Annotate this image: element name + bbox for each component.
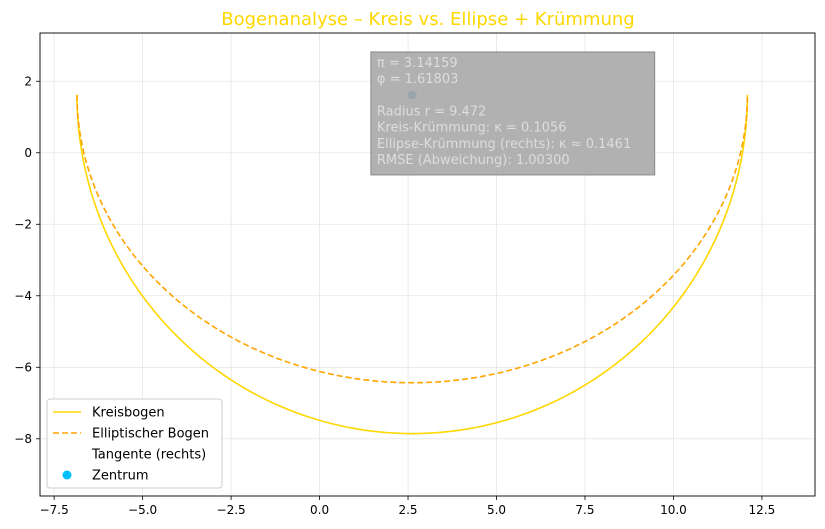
legend-label: Tangente (rechts)	[91, 448, 206, 463]
x-tick-label: 0.0	[310, 503, 329, 517]
x-tick-label: 12.5	[749, 503, 776, 517]
legend: Kreisbogen Elliptischer Bogen Tangente (re…	[46, 398, 223, 489]
legend-marker	[62, 470, 72, 480]
axes-frame	[39, 32, 816, 497]
x-tick-label: 5.0	[487, 503, 506, 517]
series-line-elliptischer-bogen	[76, 94, 749, 384]
annotation-line: Radius r = 9.472	[377, 105, 486, 120]
series-line-kreisbogen	[76, 94, 749, 435]
x-tick-label: 7.5	[575, 503, 594, 517]
annotation-line: Ellipse-Krümmung (rechts): κ ≈ 0.1461	[377, 137, 631, 152]
y-tick-label: 2	[24, 74, 32, 88]
x-tick-label: −7.5	[40, 503, 69, 517]
x-tick-label: −2.5	[217, 503, 246, 517]
legend-label: Elliptischer Bogen	[92, 427, 209, 442]
y-tick-label: −6	[14, 360, 32, 374]
legend-label: Zentrum	[92, 469, 149, 484]
annotation-line: RMSE (Abweichung): 1.00300	[377, 153, 570, 168]
x-tick-label: 10.0	[660, 503, 687, 517]
annotation-background	[370, 51, 656, 176]
y-axis: −8 −6 −4 −2 0 2	[14, 74, 40, 446]
chart-title: Bogenanalyse – Kreis vs. Ellipse + Krümm…	[221, 9, 634, 30]
x-tick-label: −5.0	[128, 503, 157, 517]
y-tick-label: 0	[24, 146, 32, 160]
x-axis: −7.5 −5.0 −2.5 0.0 2.5 5.0 7.5 10.0 12.5	[40, 496, 776, 517]
y-tick-label: −2	[14, 217, 32, 231]
legend-label: Kreisbogen	[92, 406, 165, 421]
annotation-line: φ = 1.61803	[377, 72, 459, 87]
annotation-line: Kreis-Krümmung: κ = 0.1056	[377, 121, 567, 136]
y-tick-label: −8	[14, 432, 32, 446]
x-tick-label: 2.5	[398, 503, 417, 517]
legend-box	[46, 398, 223, 489]
y-tick-label: −4	[14, 289, 32, 303]
annotation-line: π = 3.14159	[377, 56, 458, 71]
